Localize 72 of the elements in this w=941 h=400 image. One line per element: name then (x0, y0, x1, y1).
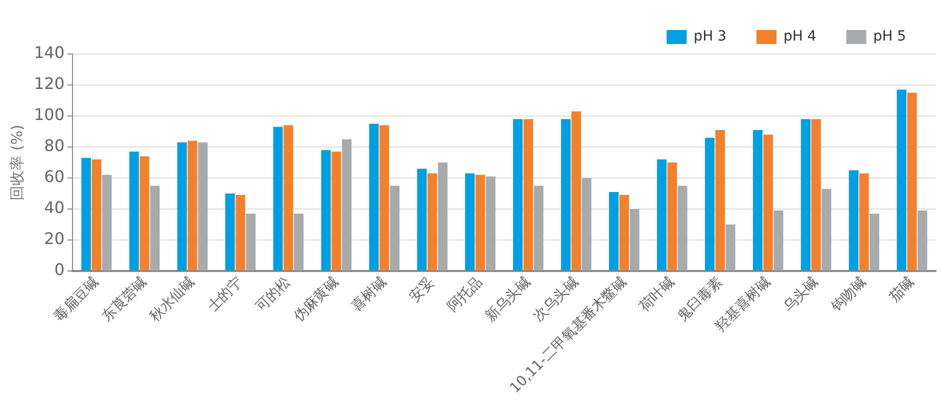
bar (609, 192, 619, 271)
bar (800, 119, 810, 271)
bar (582, 178, 592, 271)
bar (225, 194, 235, 271)
y-tick-label: 60 (44, 167, 65, 186)
x-tick-label: 茄碱 (886, 274, 918, 306)
x-tick-label: 安妥 (406, 274, 438, 306)
bar (715, 130, 725, 271)
bar (678, 186, 688, 271)
bar (822, 188, 832, 271)
bar (321, 150, 331, 271)
bar (513, 119, 523, 271)
bar (571, 111, 582, 271)
bar (102, 174, 112, 271)
bar (561, 119, 571, 271)
x-tick-label: 喜树碱 (348, 274, 390, 316)
bar (390, 186, 400, 271)
x-tick-label: 荷叶碱 (636, 274, 678, 316)
bar (534, 186, 544, 271)
bar (92, 159, 102, 271)
bar (428, 173, 438, 271)
y-axis-title: 回收率 (%) (8, 124, 26, 200)
bar (81, 158, 91, 271)
x-tick-label: 士的宁 (204, 274, 246, 316)
y-tick-label: 80 (44, 136, 65, 156)
bar (129, 152, 139, 271)
bar (630, 209, 640, 271)
bar (486, 176, 496, 271)
bar (918, 210, 928, 271)
bar (140, 156, 150, 271)
bar (417, 168, 427, 271)
bar (369, 124, 379, 271)
bar (726, 224, 736, 271)
legend-label: pH 3 (694, 28, 726, 45)
bar (273, 126, 283, 271)
bar (188, 140, 198, 271)
bar (438, 162, 448, 271)
bar (774, 210, 784, 271)
bar (177, 142, 187, 271)
bar (619, 195, 629, 271)
bar (752, 130, 762, 271)
bar (284, 125, 294, 271)
bar (848, 170, 858, 271)
bar (294, 214, 304, 271)
bar (704, 138, 715, 271)
bar (523, 119, 534, 271)
y-tick-label: 120 (34, 74, 65, 94)
bar (476, 174, 486, 271)
bar (150, 186, 160, 271)
bar (198, 142, 208, 271)
bar (380, 125, 390, 271)
bar (332, 152, 342, 271)
legend-label: pH 5 (873, 28, 906, 45)
bar (342, 139, 352, 271)
bar (811, 119, 821, 271)
bar (465, 173, 475, 271)
y-tick-label: 20 (44, 229, 65, 248)
bar (246, 214, 256, 271)
bar (236, 195, 246, 271)
y-tick-label: 100 (34, 105, 65, 124)
y-tick-label: 140 (34, 43, 65, 62)
bar (656, 159, 667, 271)
bar (907, 92, 917, 271)
bar (870, 214, 880, 271)
x-tick-label: 乌头碱 (780, 274, 822, 316)
bar (763, 134, 773, 271)
x-tick-label: 钩吻碱 (828, 274, 870, 316)
bar (859, 173, 869, 271)
bar (896, 90, 906, 271)
y-tick-label: 40 (44, 198, 65, 218)
legend-label: pH 4 (783, 28, 816, 45)
bar (667, 162, 677, 271)
